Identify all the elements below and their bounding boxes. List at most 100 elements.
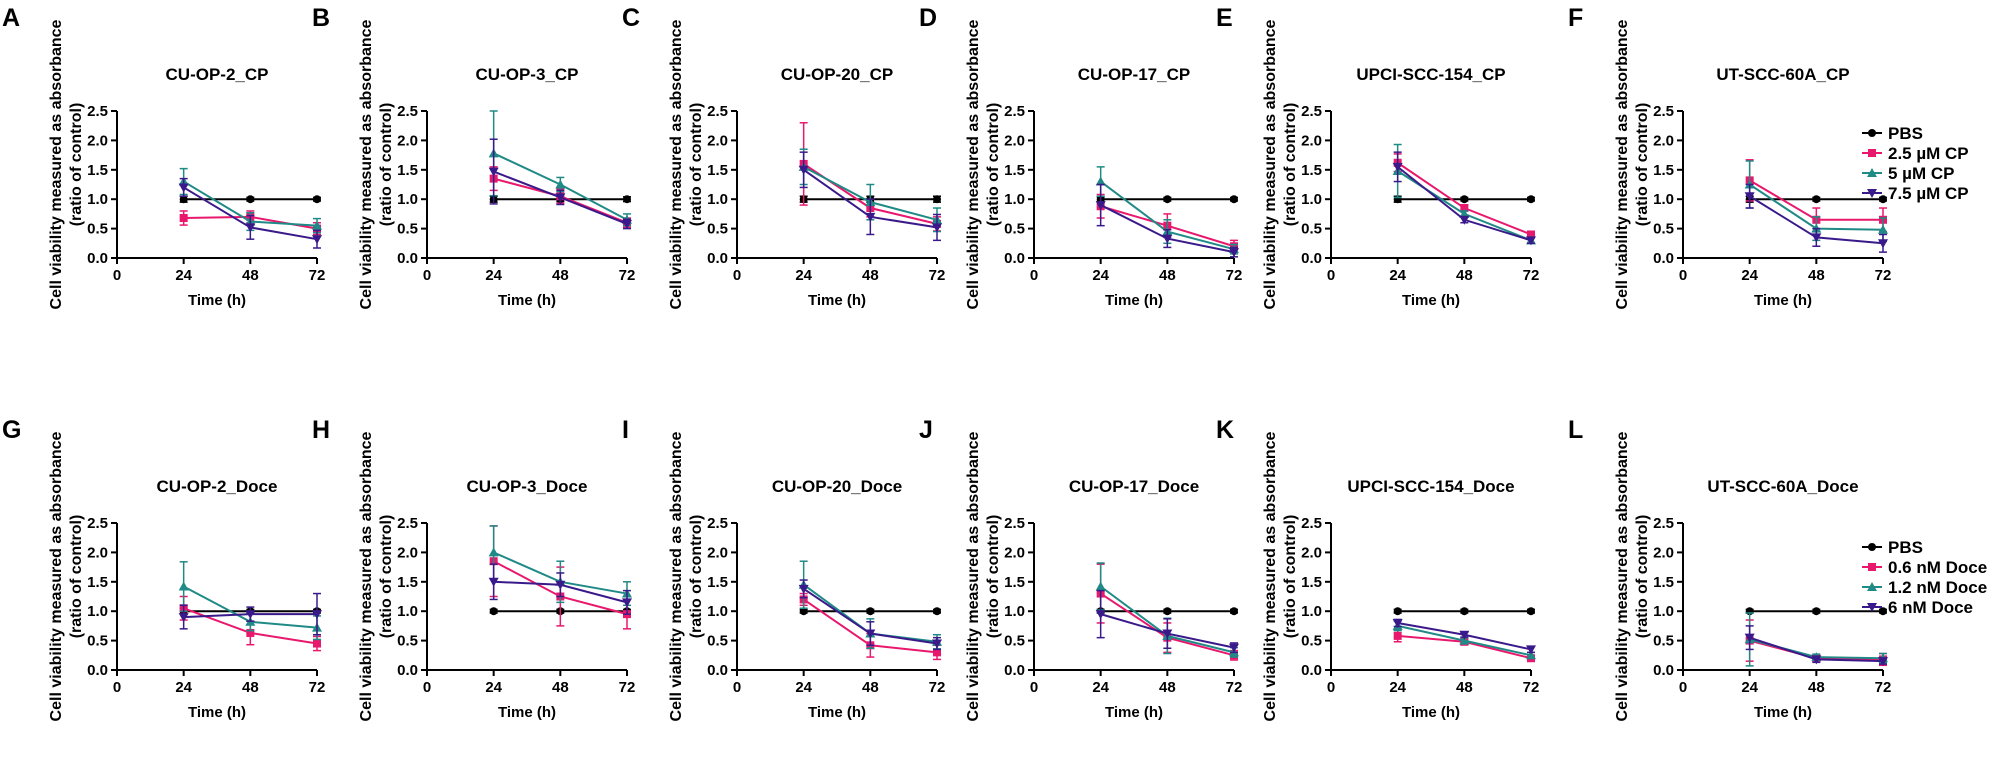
y-axis-label: Cell viability measured as absorbance [965, 19, 982, 309]
y-tick-label: 0.0 [1653, 662, 1674, 679]
y-tick-label: 1.0 [397, 603, 418, 620]
panel-h: H CU-OP-3_Doce 0.0 0.5 1.0 1.5 2.0 2.5 0 24 48 72 Ti… [312, 416, 635, 721]
y-tick-label: 0.0 [1004, 662, 1025, 679]
data-point [488, 547, 499, 557]
panel-letter: I [622, 416, 629, 444]
legend-label: 2.5 µM CP [1888, 144, 1969, 163]
y-tick-label: 2.5 [707, 103, 728, 120]
x-tick-label: 0 [1679, 267, 1687, 284]
panel-letter: K [1216, 416, 1234, 444]
y-axis-label-sub: (ratio of control) [68, 515, 85, 639]
data-point [932, 223, 942, 233]
chart-title: UT-SCC-60A_Doce [1707, 477, 1858, 496]
x-tick-label: 24 [795, 267, 812, 284]
data-point [1879, 195, 1887, 204]
y-tick-label: 0.0 [1653, 250, 1674, 267]
panel-letter: H [312, 416, 330, 444]
data-point [1878, 657, 1888, 667]
y-tick-label: 2.0 [1004, 132, 1025, 149]
data-point [1527, 607, 1535, 616]
y-tick-label: 2.5 [1004, 515, 1025, 532]
panel-i: I CU-OP-20_Doce 0.0 0.5 1.0 1.5 2.0 2.5 0 24 48 72 T… [622, 416, 945, 721]
y-tick-label: 2.0 [1653, 544, 1674, 561]
y-tick-label: 1.0 [1301, 191, 1322, 208]
x-tick-label: 72 [929, 267, 946, 284]
y-tick-label: 1.5 [1004, 162, 1025, 179]
x-tick-label: 72 [619, 679, 636, 696]
panel-b: B CU-OP-3_CP 0.0 0.5 1.0 1.5 2.0 2.5 0 24 48 72 Time… [312, 4, 635, 309]
y-tick-label: 2.5 [707, 515, 728, 532]
panel-letter: F [1568, 4, 1583, 32]
y-tick-label: 0.5 [1301, 633, 1322, 650]
panel-d: D CU-OP-17_CP 0.0 0.5 1.0 1.5 2.0 2.5 0 24 48 72 Tim… [919, 4, 1242, 309]
x-axis-label: Time (h) [1754, 704, 1812, 721]
x-tick-label: 72 [1875, 267, 1892, 284]
panel-a: A CU-OP-2_CP 0.0 0.5 1.0 1.5 2.0 2.5 0 24 48 72 Time… [2, 4, 325, 309]
data-point [1460, 204, 1469, 213]
data-point [245, 223, 256, 233]
data-point [1392, 618, 1403, 628]
panel-letter: L [1568, 416, 1583, 444]
y-tick-label: 0.5 [1004, 633, 1025, 650]
y-tick-label: 0.5 [707, 633, 728, 650]
data-point [1460, 195, 1469, 204]
y-tick-label: 1.0 [1653, 191, 1674, 208]
data-point [865, 629, 876, 639]
series-0 [1096, 607, 1238, 616]
data-point [1526, 236, 1536, 246]
panel-letter: G [2, 416, 21, 444]
data-point [622, 598, 632, 608]
x-tick-label: 24 [1092, 679, 1109, 696]
legend-marker [1867, 189, 1877, 198]
y-tick-label: 1.0 [1653, 603, 1674, 620]
chart-title: CU-OP-3_CP [476, 65, 579, 84]
x-tick-label: 24 [485, 679, 502, 696]
panel-g: G CU-OP-2_Doce 0.0 0.5 1.0 1.5 2.0 2.5 0 24 48 72 Ti… [2, 416, 325, 721]
x-axis-label: Time (h) [1105, 292, 1163, 309]
y-tick-label: 1.5 [1301, 162, 1322, 179]
y-tick-label: 1.5 [87, 162, 108, 179]
y-axis-label-sub: (ratio of control) [1634, 515, 1651, 639]
data-point [1526, 645, 1536, 655]
series-2 [488, 110, 632, 227]
chart-title: CU-OP-17_Doce [1069, 477, 1199, 496]
x-tick-label: 48 [1808, 267, 1825, 284]
x-tick-label: 24 [795, 679, 812, 696]
data-point [555, 179, 566, 189]
data-point [1392, 162, 1403, 172]
data-point [1393, 607, 1402, 616]
y-axis-label: Cell viability measured as absorbance [48, 19, 65, 309]
x-tick-label: 0 [1030, 679, 1038, 696]
y-tick-label: 0.5 [1004, 221, 1025, 238]
data-point [1526, 650, 1536, 660]
y-axis-label: Cell viability measured as absorbance [358, 19, 375, 309]
legend-label: 6 nM Doce [1888, 598, 1973, 617]
x-tick-label: 0 [423, 267, 431, 284]
y-tick-label: 1.0 [707, 191, 728, 208]
data-point [179, 214, 188, 223]
panel-f: F UT-SCC-60A_CP 0.0 0.5 1.0 1.5 2.0 2.5 0 24 48 72 T… [1568, 4, 1891, 309]
chart-title: CU-OP-2_Doce [157, 477, 278, 496]
chart-title: CU-OP-2_CP [166, 65, 269, 84]
y-tick-label: 2.0 [397, 132, 418, 149]
y-tick-label: 2.5 [1004, 103, 1025, 120]
y-tick-label: 2.5 [1653, 515, 1674, 532]
x-tick-label: 0 [1327, 679, 1335, 696]
series-3 [1095, 183, 1239, 258]
data-point [1527, 230, 1535, 239]
y-axis-label: Cell viability measured as absorbance [965, 431, 982, 721]
x-tick-label: 72 [1523, 679, 1540, 696]
data-point [1163, 195, 1172, 204]
legend-label: PBS [1888, 538, 1923, 557]
legend-marker [1867, 582, 1877, 591]
y-tick-label: 1.0 [1301, 603, 1322, 620]
data-point [799, 607, 808, 616]
y-tick-label: 2.0 [1301, 132, 1322, 149]
y-axis-label: Cell viability measured as absorbance [668, 431, 685, 721]
y-tick-label: 0.5 [707, 221, 728, 238]
panel-k: K UPCI-SCC-154_Doce 0.0 0.5 1.0 1.5 2.0 2.5 0 24 4… [1216, 416, 1539, 721]
y-tick-label: 1.0 [707, 603, 728, 620]
legend-label: 1.2 nM Doce [1888, 578, 1987, 597]
series-3 [1744, 625, 1888, 667]
legend-label: PBS [1888, 124, 1923, 143]
